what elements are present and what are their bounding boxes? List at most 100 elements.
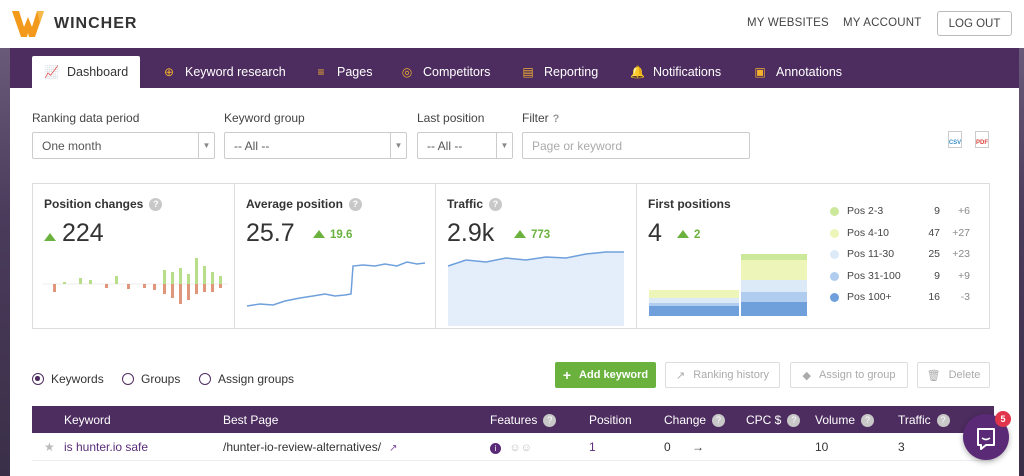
help-icon[interactable]: ? bbox=[543, 414, 557, 428]
tab-keyword-research[interactable]: ⊕ Keyword research bbox=[150, 56, 298, 88]
legend-dot bbox=[830, 250, 839, 259]
col-label: Volume bbox=[815, 413, 856, 427]
position-changes-chart bbox=[43, 258, 228, 304]
help-icon[interactable]: ? bbox=[787, 414, 801, 428]
card-title: Traffic? bbox=[447, 197, 503, 212]
card-title-text: Position changes bbox=[44, 197, 144, 211]
col-label: CPC $ bbox=[746, 413, 782, 427]
help-icon[interactable]: ? bbox=[348, 198, 362, 212]
help-icon[interactable]: ? bbox=[861, 414, 875, 428]
keyword-group-value: -- All -- bbox=[234, 139, 270, 153]
position-link[interactable]: 1 bbox=[589, 440, 596, 454]
stats-panel: Position changes? 224 bbox=[32, 183, 990, 329]
last-position-select[interactable]: -- All -- ▼ bbox=[417, 132, 513, 159]
best-page-url[interactable]: /hunter-io-review-alternatives/ bbox=[223, 440, 382, 454]
layers-icon: ≡ bbox=[317, 65, 325, 79]
radio-assign-groups[interactable]: Assign groups bbox=[199, 372, 294, 386]
chevron-down-icon: ▼ bbox=[198, 133, 214, 158]
legend-change: -3 bbox=[960, 291, 970, 303]
legend-dot bbox=[830, 293, 839, 302]
keyword-link[interactable]: is hunter.io safe bbox=[64, 440, 149, 454]
delete-button[interactable]: 🗑 Delete bbox=[917, 362, 990, 388]
radio-icon bbox=[199, 373, 211, 385]
ranking-period-select[interactable]: One month ▼ bbox=[32, 132, 215, 159]
col-traffic[interactable]: Traffic? bbox=[898, 413, 950, 428]
assign-to-group-button[interactable]: ◆ Assign to group bbox=[790, 362, 908, 388]
info-icon[interactable]: i bbox=[490, 443, 501, 454]
tag-icon: ◆ bbox=[802, 369, 812, 382]
col-cpc[interactable]: CPC $? bbox=[746, 413, 801, 428]
search-plus-icon: ⊕ bbox=[163, 65, 175, 79]
my-account-link[interactable]: MY ACCOUNT bbox=[843, 17, 922, 29]
tab-dashboard[interactable]: 📈 Dashboard bbox=[32, 56, 141, 88]
help-icon[interactable]: ? bbox=[489, 198, 503, 212]
col-volume[interactable]: Volume? bbox=[815, 413, 875, 428]
help-icon[interactable]: ? bbox=[936, 414, 950, 428]
radio-label: Assign groups bbox=[218, 372, 295, 386]
traffic-chart bbox=[447, 251, 624, 326]
tab-competitors[interactable]: ◎ Competitors bbox=[388, 56, 502, 88]
help-icon[interactable]: ? bbox=[552, 113, 560, 125]
col-change[interactable]: Change? bbox=[664, 413, 726, 428]
traffic-card: Traffic? 2.9k 773 bbox=[436, 184, 637, 328]
average-position-chart bbox=[246, 261, 426, 307]
table-row[interactable]: ★ is hunter.io safe /hunter-io-review-al… bbox=[32, 433, 994, 461]
legend-dot bbox=[830, 271, 839, 281]
keyword-group-select[interactable]: -- All -- ▼ bbox=[224, 132, 407, 159]
filter-input[interactable]: Page or keyword bbox=[522, 132, 750, 159]
button-label: Ranking history bbox=[693, 369, 770, 381]
ranking-history-button[interactable]: ↗ Ranking history bbox=[665, 362, 780, 388]
up-arrow-icon bbox=[313, 230, 325, 238]
pdf-export-icon[interactable]: PDF bbox=[975, 131, 989, 148]
external-link-icon[interactable]: ↗ bbox=[389, 443, 398, 454]
delta-text: 19.6 bbox=[330, 229, 353, 241]
legend-change: +9 bbox=[958, 269, 970, 282]
add-keyword-button[interactable]: + Add keyword bbox=[555, 362, 656, 388]
legend-name: Pos 2-3 bbox=[847, 205, 884, 217]
tab-label: Notifications bbox=[653, 65, 722, 79]
card-title-text: Average position bbox=[246, 197, 343, 211]
legend-change: +6 bbox=[958, 205, 970, 217]
chart-icon: 📈 bbox=[44, 65, 59, 79]
csv-export-icon[interactable]: CSV bbox=[948, 131, 962, 148]
tab-label: Keyword research bbox=[185, 65, 286, 79]
main-nav: 📈 Dashboard ⊕ Keyword research ≡ Pages ◎… bbox=[10, 48, 1019, 88]
document-icon: ▤ bbox=[522, 65, 534, 79]
legend-change: +27 bbox=[952, 226, 970, 239]
average-position-delta: 19.6 bbox=[313, 229, 352, 241]
tab-annotations[interactable]: ▣ Annotations bbox=[741, 56, 854, 88]
tab-notifications[interactable]: 🔔 Notifications bbox=[618, 56, 733, 88]
help-icon[interactable]: ? bbox=[712, 414, 726, 428]
button-label: Add keyword bbox=[579, 369, 649, 381]
legend-row: Pos 4-10 47 +27 bbox=[830, 227, 970, 249]
wincher-logo[interactable]: WINCHER bbox=[10, 7, 137, 41]
change-value: 0 bbox=[664, 440, 671, 454]
traffic-delta: 773 bbox=[514, 229, 550, 241]
app-name: WINCHER bbox=[54, 15, 138, 32]
tab-pages[interactable]: ≡ Pages bbox=[302, 56, 384, 88]
radio-keywords[interactable]: Keywords bbox=[32, 372, 104, 386]
col-best-page[interactable]: Best Page bbox=[223, 413, 279, 427]
average-position-value: 25.7 bbox=[246, 219, 295, 247]
radio-label: Groups bbox=[141, 372, 181, 386]
tab-reporting[interactable]: ▤ Reporting bbox=[509, 56, 610, 88]
col-position[interactable]: Position bbox=[589, 413, 632, 427]
col-features[interactable]: Features? bbox=[490, 413, 557, 428]
volume-value: 10 bbox=[815, 440, 829, 454]
card-value: 224 bbox=[44, 219, 104, 248]
top-header: WINCHER MY WEBSITES MY ACCOUNT LOG OUT bbox=[0, 0, 1024, 48]
help-icon[interactable]: ? bbox=[149, 198, 163, 212]
bell-icon: 🔔 bbox=[630, 65, 645, 79]
legend-row: Pos 100+ 16 -3 bbox=[830, 291, 970, 313]
radio-icon bbox=[122, 373, 134, 385]
legend-name: Pos 100+ bbox=[847, 291, 892, 303]
logout-button[interactable]: LOG OUT bbox=[937, 11, 1012, 36]
star-icon[interactable]: ★ bbox=[44, 440, 55, 454]
radio-groups[interactable]: Groups bbox=[122, 372, 180, 386]
legend-value: 9 bbox=[934, 269, 940, 282]
my-websites-link[interactable]: MY WEBSITES bbox=[747, 17, 829, 29]
target-icon: ◎ bbox=[401, 65, 413, 79]
legend-name: Pos 4-10 bbox=[847, 226, 890, 239]
chart-icon: ↗ bbox=[675, 369, 686, 382]
col-keyword[interactable]: Keyword bbox=[64, 413, 111, 427]
